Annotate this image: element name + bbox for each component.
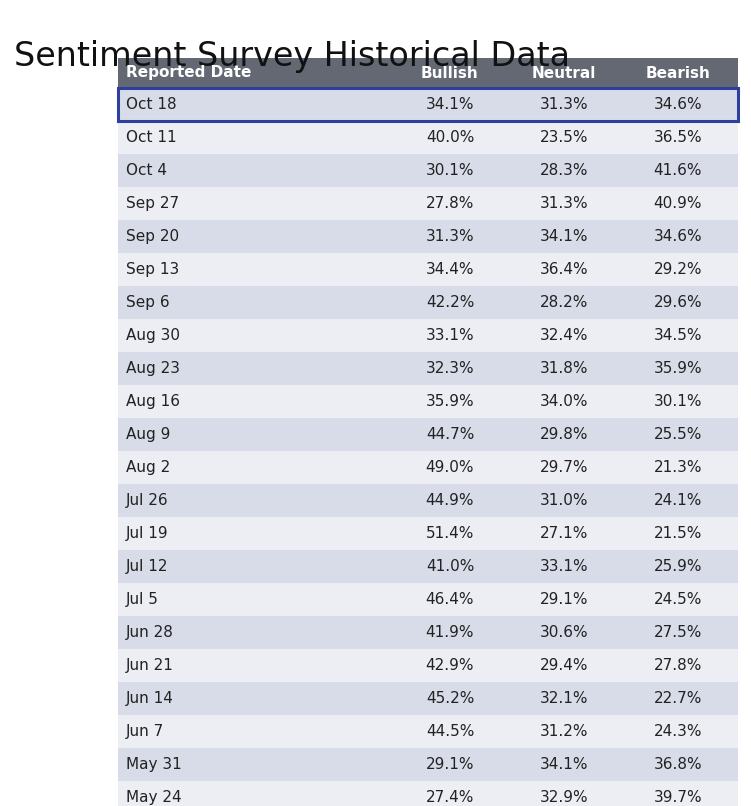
Text: 29.7%: 29.7%	[540, 460, 588, 475]
Text: 33.1%: 33.1%	[426, 328, 475, 343]
Text: Jul 26: Jul 26	[126, 493, 169, 508]
Text: Jun 14: Jun 14	[126, 691, 174, 706]
Text: 29.2%: 29.2%	[654, 262, 702, 277]
Text: 30.1%: 30.1%	[426, 163, 474, 178]
Text: 24.5%: 24.5%	[654, 592, 702, 607]
Text: 44.5%: 44.5%	[426, 724, 474, 739]
Text: May 31: May 31	[126, 757, 182, 772]
Text: Sep 20: Sep 20	[126, 229, 179, 244]
Text: Bullish: Bullish	[421, 65, 479, 81]
Text: 31.3%: 31.3%	[540, 196, 588, 211]
Text: Oct 18: Oct 18	[126, 97, 176, 112]
Text: 34.4%: 34.4%	[426, 262, 474, 277]
Text: 35.9%: 35.9%	[426, 394, 475, 409]
Text: 34.1%: 34.1%	[426, 97, 474, 112]
Text: Oct 4: Oct 4	[126, 163, 167, 178]
Text: 27.8%: 27.8%	[426, 196, 474, 211]
Text: 35.9%: 35.9%	[653, 361, 702, 376]
Text: 29.1%: 29.1%	[426, 757, 474, 772]
Text: Sep 13: Sep 13	[126, 262, 179, 277]
Text: Sep 27: Sep 27	[126, 196, 179, 211]
Text: 32.1%: 32.1%	[540, 691, 588, 706]
Text: Aug 9: Aug 9	[126, 427, 170, 442]
Text: Jul 5: Jul 5	[126, 592, 159, 607]
Text: 32.4%: 32.4%	[540, 328, 588, 343]
Text: 51.4%: 51.4%	[426, 526, 474, 541]
Text: Jun 21: Jun 21	[126, 658, 174, 673]
Text: 31.0%: 31.0%	[540, 493, 588, 508]
Text: 32.9%: 32.9%	[540, 790, 588, 805]
Text: 24.3%: 24.3%	[654, 724, 702, 739]
Text: 40.0%: 40.0%	[426, 130, 474, 145]
Text: 29.8%: 29.8%	[540, 427, 588, 442]
Text: 32.3%: 32.3%	[426, 361, 475, 376]
Text: 29.1%: 29.1%	[540, 592, 588, 607]
Text: 36.8%: 36.8%	[653, 757, 702, 772]
Text: Sep 6: Sep 6	[126, 295, 170, 310]
Text: May 24: May 24	[126, 790, 182, 805]
Text: 31.2%: 31.2%	[540, 724, 588, 739]
Text: 25.9%: 25.9%	[654, 559, 702, 574]
Text: Oct 11: Oct 11	[126, 130, 176, 145]
Text: 27.5%: 27.5%	[654, 625, 702, 640]
Text: 41.9%: 41.9%	[426, 625, 474, 640]
Text: Jul 19: Jul 19	[126, 526, 169, 541]
Text: 34.1%: 34.1%	[540, 229, 588, 244]
Text: 36.4%: 36.4%	[540, 262, 588, 277]
Text: 36.5%: 36.5%	[653, 130, 702, 145]
Text: 22.7%: 22.7%	[654, 691, 702, 706]
Text: Jul 12: Jul 12	[126, 559, 168, 574]
Text: 28.3%: 28.3%	[540, 163, 588, 178]
Text: 33.1%: 33.1%	[540, 559, 588, 574]
Text: 31.3%: 31.3%	[426, 229, 475, 244]
Text: 49.0%: 49.0%	[426, 460, 474, 475]
Text: Jun 28: Jun 28	[126, 625, 174, 640]
Text: Aug 16: Aug 16	[126, 394, 180, 409]
Text: 39.7%: 39.7%	[653, 790, 702, 805]
Text: Sentiment Survey Historical Data: Sentiment Survey Historical Data	[14, 40, 570, 73]
Text: 23.5%: 23.5%	[540, 130, 588, 145]
Text: 42.2%: 42.2%	[426, 295, 474, 310]
Text: 29.6%: 29.6%	[653, 295, 702, 310]
Text: 21.3%: 21.3%	[654, 460, 702, 475]
Text: Bearish: Bearish	[646, 65, 710, 81]
Text: 42.9%: 42.9%	[426, 658, 474, 673]
Text: 31.8%: 31.8%	[540, 361, 588, 376]
Text: 41.0%: 41.0%	[426, 559, 474, 574]
Text: 41.6%: 41.6%	[654, 163, 702, 178]
Text: 27.1%: 27.1%	[540, 526, 588, 541]
Text: 34.0%: 34.0%	[540, 394, 588, 409]
Text: 30.6%: 30.6%	[540, 625, 588, 640]
Text: 34.1%: 34.1%	[540, 757, 588, 772]
Text: Aug 23: Aug 23	[126, 361, 180, 376]
Text: 21.5%: 21.5%	[654, 526, 702, 541]
Text: 27.4%: 27.4%	[426, 790, 474, 805]
Text: 44.7%: 44.7%	[426, 427, 474, 442]
Text: Aug 2: Aug 2	[126, 460, 170, 475]
Text: 45.2%: 45.2%	[426, 691, 474, 706]
Text: Jun 7: Jun 7	[126, 724, 164, 739]
Text: 28.2%: 28.2%	[540, 295, 588, 310]
Text: 25.5%: 25.5%	[654, 427, 702, 442]
Text: Neutral: Neutral	[532, 65, 596, 81]
Text: 46.4%: 46.4%	[426, 592, 474, 607]
Text: Reported Date: Reported Date	[126, 65, 252, 81]
Text: 34.6%: 34.6%	[653, 97, 702, 112]
Text: 31.3%: 31.3%	[540, 97, 588, 112]
Text: Aug 30: Aug 30	[126, 328, 180, 343]
Text: 24.1%: 24.1%	[654, 493, 702, 508]
Text: 30.1%: 30.1%	[654, 394, 702, 409]
Text: 44.9%: 44.9%	[426, 493, 474, 508]
Text: 40.9%: 40.9%	[654, 196, 702, 211]
Text: 29.4%: 29.4%	[540, 658, 588, 673]
Text: 27.8%: 27.8%	[654, 658, 702, 673]
Text: 34.5%: 34.5%	[654, 328, 702, 343]
Text: 34.6%: 34.6%	[653, 229, 702, 244]
